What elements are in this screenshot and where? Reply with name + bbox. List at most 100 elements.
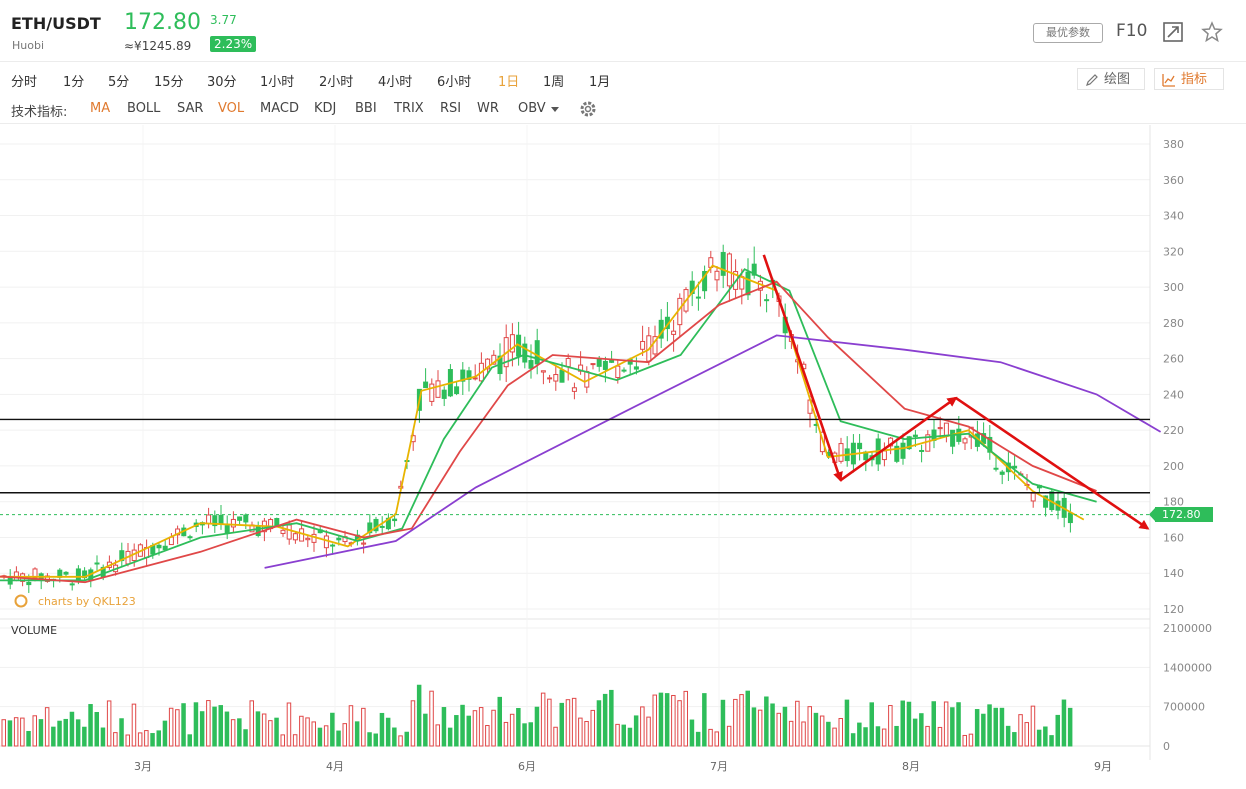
volume-bar	[652, 694, 657, 747]
volume-bar	[404, 731, 409, 747]
volume-bar	[7, 720, 13, 747]
best-params-button[interactable]: 最优参数	[1033, 23, 1103, 43]
indicator-kdj[interactable]: KDJ	[314, 101, 337, 116]
draw-button[interactable]: 绘图	[1077, 68, 1145, 90]
indicator-wr[interactable]: WR	[477, 101, 499, 116]
candle-body	[224, 525, 230, 534]
volume-bar	[819, 715, 825, 747]
chevron-down-icon[interactable]	[550, 106, 560, 114]
candle-body	[609, 359, 615, 363]
indicator-macd[interactable]: MACD	[260, 101, 299, 116]
tab-timeframe[interactable]: 2小时	[319, 75, 354, 90]
indicator-ma[interactable]: MA	[90, 101, 111, 116]
volume-bar	[671, 694, 676, 747]
volume-bar	[1030, 705, 1036, 747]
candle-body	[460, 369, 466, 382]
volume-bar	[299, 715, 304, 747]
volume-bar	[621, 724, 626, 747]
indicator-sar[interactable]: SAR	[177, 101, 204, 116]
candle-body	[962, 438, 968, 444]
volume-bar	[280, 734, 285, 747]
candle-body	[565, 358, 571, 368]
tab-timeframe-active[interactable]: 1日	[498, 75, 520, 90]
chart-grid	[0, 125, 1151, 760]
candle-body	[156, 544, 162, 549]
volume-bar	[1018, 714, 1023, 747]
volume-bar	[379, 712, 385, 747]
volume-bar	[44, 707, 50, 747]
tab-timeframe[interactable]: 分时	[11, 75, 38, 90]
volume-label: VOLUME	[11, 624, 57, 637]
volume-bar	[212, 706, 217, 747]
indicator-bar: 技术指标: MA BOLL SAR VOL MACD KDJ BBI TRIX …	[0, 95, 1246, 124]
candle-body	[75, 568, 81, 581]
gear-icon[interactable]	[579, 100, 597, 118]
volume-bar	[243, 729, 248, 747]
indicator-rsi[interactable]: RSI	[440, 101, 462, 116]
volume-bar	[441, 707, 447, 747]
volume-bar	[150, 733, 155, 747]
candle-body	[987, 436, 993, 453]
volume-bar	[981, 713, 986, 747]
y-tick-label: 280	[1163, 317, 1184, 330]
candle-body	[615, 365, 621, 379]
y-tick-label: 160	[1163, 531, 1184, 544]
volume-bar	[540, 692, 546, 747]
candle-body	[633, 366, 639, 370]
volume-bar	[795, 700, 800, 747]
tab-timeframe[interactable]: 6小时	[437, 75, 472, 90]
volume-bar	[286, 702, 292, 747]
volume-bar	[609, 689, 614, 747]
volume-bar	[261, 713, 267, 747]
volume-bar	[968, 733, 974, 747]
volume-bar	[993, 707, 998, 747]
indicator-bbi[interactable]: BBI	[355, 101, 377, 116]
volume-bar	[305, 717, 310, 747]
tab-timeframe[interactable]: 1周	[543, 75, 565, 90]
candle-body	[299, 528, 305, 542]
indicator-boll[interactable]: BOLL	[127, 101, 161, 116]
candle-body	[559, 369, 565, 383]
volume-bar	[63, 718, 68, 747]
tab-timeframe[interactable]: 15分	[154, 75, 184, 90]
candle-body	[26, 581, 32, 586]
tab-timeframe[interactable]: 4小时	[378, 75, 413, 90]
indicator-button[interactable]: 指标	[1154, 68, 1224, 90]
volume-bar	[435, 724, 440, 747]
tab-timeframe[interactable]: 1分	[63, 75, 85, 90]
candle-body	[720, 252, 726, 276]
indicator-obv[interactable]: OBV	[518, 101, 546, 116]
volume-bar	[522, 723, 527, 747]
f10-button[interactable]: F10	[1116, 21, 1148, 41]
volume-bar	[937, 726, 943, 747]
indicator-trix[interactable]: TRIX	[394, 101, 424, 116]
expand-icon[interactable]	[1162, 21, 1184, 43]
volume-bar	[88, 704, 93, 747]
y-tick-label: 220	[1163, 424, 1184, 437]
volume-bar	[311, 721, 316, 747]
candle-body	[162, 545, 168, 551]
tab-timeframe[interactable]: 1月	[589, 75, 611, 90]
volume-bar	[478, 707, 484, 747]
x-tick-label: 9月	[1094, 760, 1112, 773]
tab-timeframe[interactable]: 5分	[108, 75, 130, 90]
volume-bar	[1061, 699, 1067, 747]
candle-body	[540, 370, 546, 373]
candle-body	[509, 334, 515, 353]
candle-body	[305, 537, 311, 541]
volume-bar	[423, 713, 428, 747]
candle-body	[1043, 495, 1049, 508]
y-tick-label: 320	[1163, 245, 1184, 258]
tab-timeframe[interactable]: 30分	[207, 75, 237, 90]
price-cny: ≈¥1245.89	[124, 39, 192, 53]
tab-timeframe[interactable]: 1小时	[260, 75, 295, 90]
price-chart[interactable]: 120 140 160 180 200 220 240 260 280 300 320 340 360 3…	[0, 125, 1246, 789]
indicator-vol[interactable]: VOL	[218, 101, 245, 116]
candle-body	[187, 536, 193, 539]
candle-body	[94, 562, 100, 565]
candle-body	[243, 514, 249, 523]
candle-body	[392, 518, 398, 522]
volume-bar	[894, 725, 899, 747]
candle-body	[553, 374, 559, 382]
star-icon[interactable]	[1201, 21, 1223, 43]
